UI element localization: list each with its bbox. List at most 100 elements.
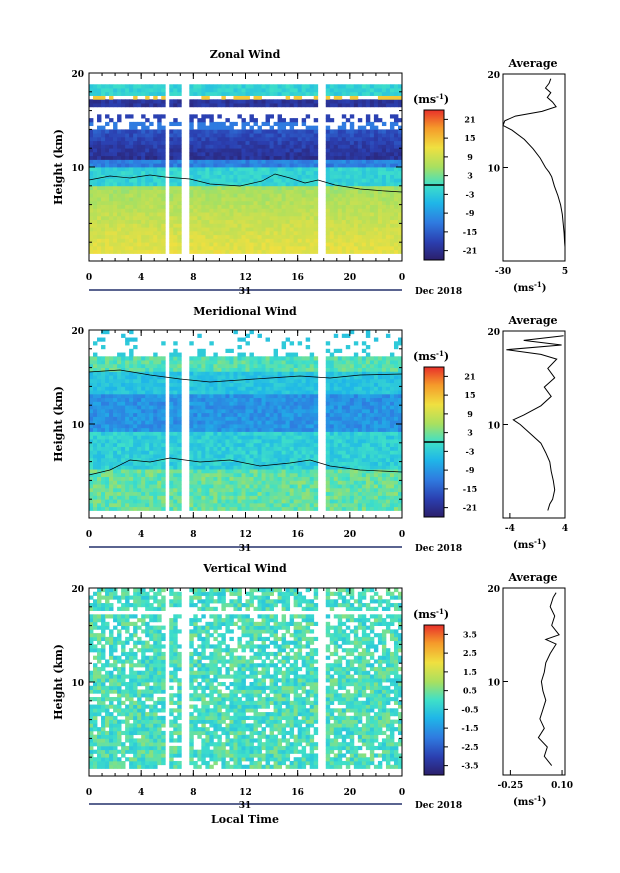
heatmap-cell xyxy=(297,242,303,247)
heatmap-cell xyxy=(381,95,387,100)
heatmap-cell xyxy=(341,103,347,108)
heatmap-cell xyxy=(365,219,371,224)
heatmap-cell xyxy=(93,450,98,455)
heatmap-cell xyxy=(329,118,335,123)
heatmap-cell xyxy=(225,242,230,247)
heatmap-cell xyxy=(225,208,230,213)
heatmap-cell xyxy=(245,204,250,209)
heatmap-cell xyxy=(397,125,403,130)
heatmap-cell xyxy=(265,484,270,489)
heatmap-cell xyxy=(353,193,359,198)
heatmap-cell xyxy=(117,129,122,134)
heatmap-cell xyxy=(277,182,283,187)
heatmap-cell xyxy=(177,163,182,168)
heatmap-cell xyxy=(265,390,270,395)
heatmap-cell xyxy=(205,401,210,406)
heatmap-cell xyxy=(229,499,234,504)
heatmap-cell xyxy=(249,480,254,485)
heatmap-cell xyxy=(169,397,174,402)
heatmap-cell xyxy=(173,484,178,489)
heatmap-cell xyxy=(273,356,278,361)
heatmap-cell xyxy=(129,91,134,96)
heatmap-cell xyxy=(345,200,351,205)
heatmap-cell xyxy=(209,234,214,239)
heatmap-cell xyxy=(257,405,262,410)
heatmap-cell xyxy=(285,133,291,138)
heatmap-cell xyxy=(117,84,122,89)
heatmap-cell xyxy=(141,408,146,414)
heatmap-cell xyxy=(153,469,158,474)
heatmap-cell xyxy=(293,249,299,254)
heatmap-cell xyxy=(141,476,146,481)
heatmap-cell xyxy=(177,367,182,372)
heatmap-cell xyxy=(201,136,206,142)
heatmap-cell xyxy=(277,238,283,243)
heatmap-cell xyxy=(137,103,142,108)
heatmap-cell xyxy=(141,212,146,217)
heatmap-cell xyxy=(385,129,391,134)
heatmap-cell xyxy=(237,457,242,462)
heatmap-cell xyxy=(149,469,154,474)
heatmap-cell xyxy=(385,151,391,157)
heatmap-cell xyxy=(125,245,130,251)
heatmap-cell xyxy=(261,465,266,470)
heatmap-cell xyxy=(121,189,126,194)
heatmap-cell xyxy=(161,375,166,380)
heatmap-cell xyxy=(173,405,178,410)
heatmap-cell xyxy=(169,360,174,365)
heatmap-cell xyxy=(125,204,130,209)
heatmap-cell xyxy=(269,484,274,489)
heatmap-cell xyxy=(273,170,278,175)
heatmap-cell xyxy=(381,185,387,190)
heatmap-cell xyxy=(93,144,98,149)
heatmap-cell xyxy=(105,170,110,175)
heatmap-cell xyxy=(141,495,146,500)
heatmap-cell xyxy=(245,393,250,399)
heatmap-cell xyxy=(357,159,363,164)
heatmap-cell xyxy=(169,91,174,96)
heatmap-cell xyxy=(277,167,283,172)
heatmap-cell xyxy=(89,472,94,478)
heatmap-cell xyxy=(257,136,262,142)
heatmap-cell xyxy=(217,371,222,376)
heatmap-cell xyxy=(129,502,134,508)
heatmap-cell xyxy=(161,219,166,224)
heatmap-cell xyxy=(241,125,246,130)
heatmap-cell xyxy=(237,480,242,485)
heatmap-cell xyxy=(229,439,234,444)
heatmap-cell xyxy=(345,170,351,175)
heatmap-cell xyxy=(217,506,222,511)
heatmap-cell xyxy=(205,446,210,451)
heatmap-cell xyxy=(313,234,319,239)
heatmap-cell xyxy=(257,397,262,402)
heatmap-cell xyxy=(157,480,162,485)
heatmap-cell xyxy=(225,393,230,399)
heatmap-cell xyxy=(133,189,138,194)
heatmap-cell xyxy=(277,208,283,213)
heatmap-cell xyxy=(125,457,130,462)
heatmap-cell xyxy=(113,397,118,402)
heatmap-cell xyxy=(277,103,283,108)
heatmap-cell xyxy=(217,88,222,93)
heatmap-cell xyxy=(225,215,230,221)
heatmap-cell xyxy=(393,129,399,134)
heatmap-cell xyxy=(253,103,258,108)
heatmap-cell xyxy=(117,469,122,474)
heatmap-cell xyxy=(129,140,134,145)
heatmap-cell xyxy=(217,204,222,209)
heatmap-cell xyxy=(269,185,274,190)
heatmap-cell xyxy=(133,461,138,466)
heatmap-cell xyxy=(209,360,214,365)
heatmap-cell xyxy=(289,148,295,153)
heatmap-cell xyxy=(209,472,214,478)
heatmap-cell xyxy=(233,234,238,239)
heatmap-cell xyxy=(205,480,210,485)
heatmap-cell xyxy=(273,495,278,500)
heatmap-cell xyxy=(217,457,222,462)
heatmap-cell xyxy=(101,345,106,350)
heatmap-cell xyxy=(361,219,367,224)
heatmap-cell xyxy=(305,204,311,209)
heatmap-cell xyxy=(97,469,102,474)
heatmap-cell xyxy=(333,167,339,172)
heatmap-cell xyxy=(169,378,174,384)
